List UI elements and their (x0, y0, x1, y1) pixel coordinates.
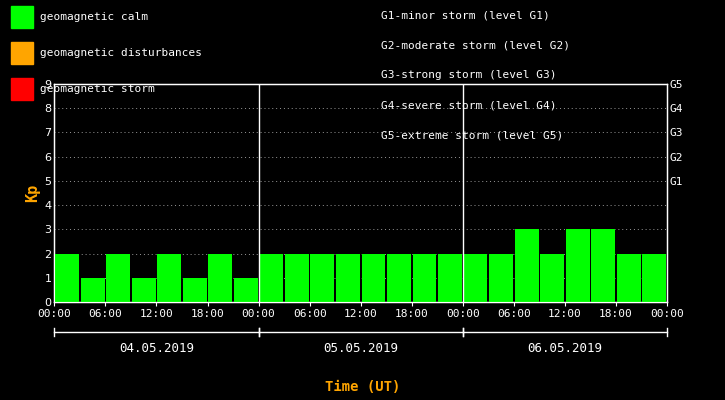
Bar (157, 254, 181, 302)
Bar (336, 254, 360, 302)
Bar (55, 254, 79, 302)
Text: G4-severe storm (level G4): G4-severe storm (level G4) (381, 100, 556, 110)
Bar (592, 229, 615, 302)
Text: G5-extreme storm (level G5): G5-extreme storm (level G5) (381, 130, 563, 140)
Bar (438, 254, 462, 302)
Bar (260, 254, 283, 302)
Bar (234, 278, 257, 302)
Bar (362, 254, 386, 302)
Bar (489, 254, 513, 302)
Text: 04.05.2019: 04.05.2019 (119, 342, 194, 355)
Bar (107, 254, 130, 302)
Bar (540, 254, 564, 302)
Bar (310, 254, 334, 302)
Bar (80, 278, 104, 302)
Bar (208, 254, 232, 302)
Bar (642, 254, 666, 302)
Text: G2-moderate storm (level G2): G2-moderate storm (level G2) (381, 40, 570, 50)
Bar (515, 229, 539, 302)
Text: geomagnetic disturbances: geomagnetic disturbances (40, 48, 202, 58)
Bar (285, 254, 309, 302)
Text: 06.05.2019: 06.05.2019 (527, 342, 602, 355)
Text: G3-strong storm (level G3): G3-strong storm (level G3) (381, 70, 556, 80)
Text: G1-minor storm (level G1): G1-minor storm (level G1) (381, 10, 550, 20)
Bar (617, 254, 641, 302)
Bar (566, 229, 589, 302)
Bar (183, 278, 207, 302)
Text: geomagnetic storm: geomagnetic storm (40, 84, 154, 94)
Bar (387, 254, 411, 302)
Bar (132, 278, 156, 302)
Bar (413, 254, 436, 302)
Y-axis label: Kp: Kp (25, 184, 41, 202)
Text: Time (UT): Time (UT) (325, 380, 400, 394)
Text: 05.05.2019: 05.05.2019 (323, 342, 398, 355)
Bar (464, 254, 487, 302)
Text: geomagnetic calm: geomagnetic calm (40, 12, 148, 22)
